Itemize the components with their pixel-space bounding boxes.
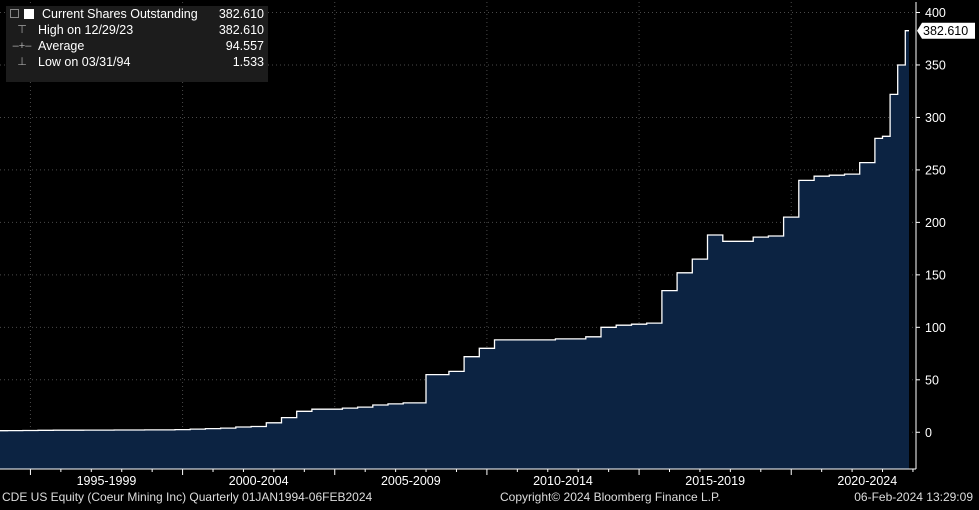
legend-low-value: 1.533	[232, 55, 264, 69]
y-tick-label: 150	[925, 268, 946, 282]
x-tick-label: 2000-2004	[229, 474, 289, 488]
y-axis-ticks: 0 50 100 150 200 250 300 350 400	[916, 6, 946, 440]
x-tick-label: 1995-1999	[77, 474, 137, 488]
y-tick-label: 350	[925, 58, 946, 72]
y-tick-label: 50	[925, 373, 939, 387]
series-line	[0, 30, 909, 432]
x-axis-ticks: 1995-1999 2000-2004 2005-2009 2010-2014 2015…	[29, 469, 914, 488]
x-tick-label: 2010-2014	[533, 474, 593, 488]
low-marker-icon: ⊥	[17, 56, 27, 68]
legend-series-row: Current Shares Outstanding 382.610	[6, 6, 268, 22]
legend-high-row: ⊤ High on 12/29/23 382.610	[6, 22, 268, 38]
footer-copyright: Copyright© 2024 Bloomberg Finance L.P.	[500, 490, 721, 504]
legend-high-label: High on 12/29/23	[38, 23, 134, 37]
y-tick-label: 300	[925, 111, 946, 125]
legend-low-label: Low on 03/31/94	[38, 55, 131, 69]
x-tick-label: 2015-2019	[685, 474, 745, 488]
y-tick-label: 200	[925, 216, 946, 230]
chart-area: 0 50 100 150 200 250 300 350 400 1995-1999 2000-2…	[0, 2, 975, 488]
legend-average-label: Average	[38, 39, 85, 53]
x-tick-label: 2005-2009	[381, 474, 441, 488]
legend-series-label: Current Shares Outstanding	[42, 7, 198, 21]
legend-high-value: 382.610	[218, 23, 264, 37]
x-tick-label: 2020-2024	[837, 474, 897, 488]
y-tick-label: 400	[925, 6, 946, 20]
last-value-badge: 382.610	[917, 22, 975, 39]
legend-low-row: ⊥ Low on 03/31/94 1.533	[6, 54, 268, 70]
legend-series-value: 382.610	[218, 7, 264, 21]
legend-series-swatch	[24, 9, 34, 19]
last-value-label: 382.610	[923, 24, 968, 38]
legend-average-value: 94.557	[225, 39, 264, 53]
legend-average-row: –+– Average 94.557	[6, 38, 268, 54]
footer-timestamp: 06-Feb-2024 13:29:09	[854, 490, 973, 504]
last-value-badge-bg	[917, 22, 975, 39]
y-tick-label: 100	[925, 321, 946, 335]
y-tick-label: 250	[925, 163, 946, 177]
high-marker-icon: ⊤	[17, 24, 27, 36]
footer-security-info: CDE US Equity (Coeur Mining Inc) Quarter…	[2, 490, 373, 504]
legend-collapse-icon[interactable]	[10, 9, 19, 18]
y-tick-label: 0	[925, 426, 932, 440]
series-area-fill	[0, 30, 909, 469]
legend: Current Shares Outstanding 382.610 ⊤ Hig…	[6, 6, 268, 82]
average-marker-icon: –+–	[12, 40, 32, 52]
